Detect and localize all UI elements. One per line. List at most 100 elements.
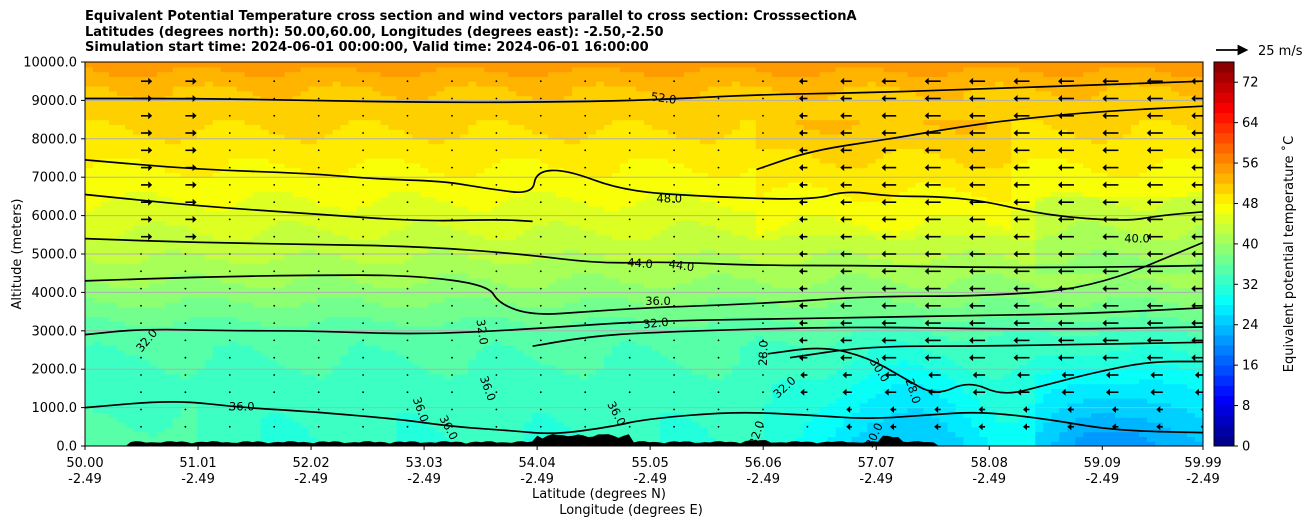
field-cell	[284, 345, 294, 351]
field-cell	[284, 359, 294, 365]
field-cell	[484, 359, 493, 365]
field-cell	[460, 364, 469, 370]
field-cell	[340, 330, 350, 337]
field-cell	[156, 225, 166, 231]
field-cell	[564, 330, 573, 337]
field-cell	[100, 326, 110, 332]
field-cell	[444, 374, 453, 380]
field-cell	[156, 258, 166, 265]
field-cell	[340, 268, 350, 274]
field-cell	[204, 206, 214, 212]
field-cell	[436, 186, 445, 193]
field-cell	[284, 110, 294, 116]
field-cell	[380, 225, 390, 231]
field-cell	[316, 417, 326, 423]
field-cell	[204, 215, 214, 221]
field-cell	[332, 134, 342, 140]
field-cell	[108, 153, 118, 159]
field-cell	[452, 417, 461, 423]
field-cell	[108, 206, 118, 212]
field-cell	[532, 273, 541, 279]
field-cell	[164, 234, 174, 241]
field-cell	[364, 167, 374, 173]
field-cell	[300, 388, 310, 394]
field-cell	[436, 326, 445, 332]
field-cell	[428, 210, 437, 217]
field-cell	[228, 66, 238, 73]
field-cell	[436, 182, 445, 188]
field-cell	[524, 398, 533, 404]
field-cell	[428, 86, 437, 92]
field-cell	[292, 350, 302, 356]
field-cell	[148, 119, 158, 125]
field-cell	[532, 321, 541, 327]
field-cell	[388, 417, 398, 423]
field-cell	[172, 172, 182, 178]
field-cell	[156, 388, 166, 394]
field-cell	[332, 153, 342, 159]
field-cell	[348, 263, 358, 269]
field-cell	[332, 225, 342, 231]
field-cell	[548, 263, 557, 269]
field-cell	[404, 225, 414, 231]
field-cell	[140, 422, 150, 428]
field-cell	[148, 383, 158, 389]
field-cell	[92, 90, 102, 97]
field-cell	[164, 263, 174, 269]
field-cell	[460, 225, 469, 231]
field-cell	[284, 215, 294, 221]
field-cell	[468, 206, 477, 212]
field-cell	[476, 148, 485, 154]
field-cell	[476, 134, 485, 140]
field-cell	[340, 148, 350, 154]
field-cell	[340, 359, 350, 365]
field-cell	[180, 278, 190, 284]
field-cell	[276, 398, 286, 404]
field-cell	[196, 268, 206, 274]
field-cell	[236, 402, 246, 409]
field-cell	[108, 134, 118, 140]
field-cell	[524, 417, 533, 423]
field-cell	[532, 220, 541, 226]
field-cell	[564, 124, 573, 130]
field-cell	[204, 201, 214, 207]
field-cell	[188, 364, 198, 370]
field-cell	[332, 148, 342, 154]
field-cell	[476, 162, 485, 169]
field-cell	[316, 326, 326, 332]
field-cell	[284, 431, 294, 437]
field-cell	[148, 249, 158, 255]
field-cell	[548, 316, 557, 322]
field-cell	[220, 225, 230, 231]
field-cell	[388, 412, 398, 418]
field-cell	[172, 402, 182, 409]
field-cell	[340, 210, 350, 217]
field-cell	[100, 124, 110, 130]
field-cell	[300, 412, 310, 418]
field-cell	[460, 162, 469, 169]
field-cell	[292, 383, 302, 389]
field-cell	[500, 412, 509, 418]
field-cell	[140, 292, 150, 298]
field-cell	[468, 263, 477, 269]
field-cell	[428, 191, 437, 197]
field-cell	[284, 172, 294, 178]
field-cell	[548, 71, 557, 77]
field-cell	[85, 287, 94, 293]
field-cell	[548, 100, 557, 106]
field-cell	[364, 153, 374, 159]
field-cell	[292, 302, 302, 308]
field-cell	[116, 402, 126, 409]
field-cell	[220, 292, 230, 298]
field-cell	[180, 66, 190, 73]
field-cell	[244, 350, 254, 356]
field-cell	[412, 153, 421, 159]
field-cell	[260, 350, 270, 356]
field-cell	[468, 436, 477, 442]
field-cell	[148, 244, 158, 250]
field-cell	[492, 66, 501, 73]
field-cell	[148, 292, 158, 298]
field-cell	[484, 81, 493, 87]
field-cell	[244, 282, 254, 289]
field-cell	[516, 278, 525, 284]
